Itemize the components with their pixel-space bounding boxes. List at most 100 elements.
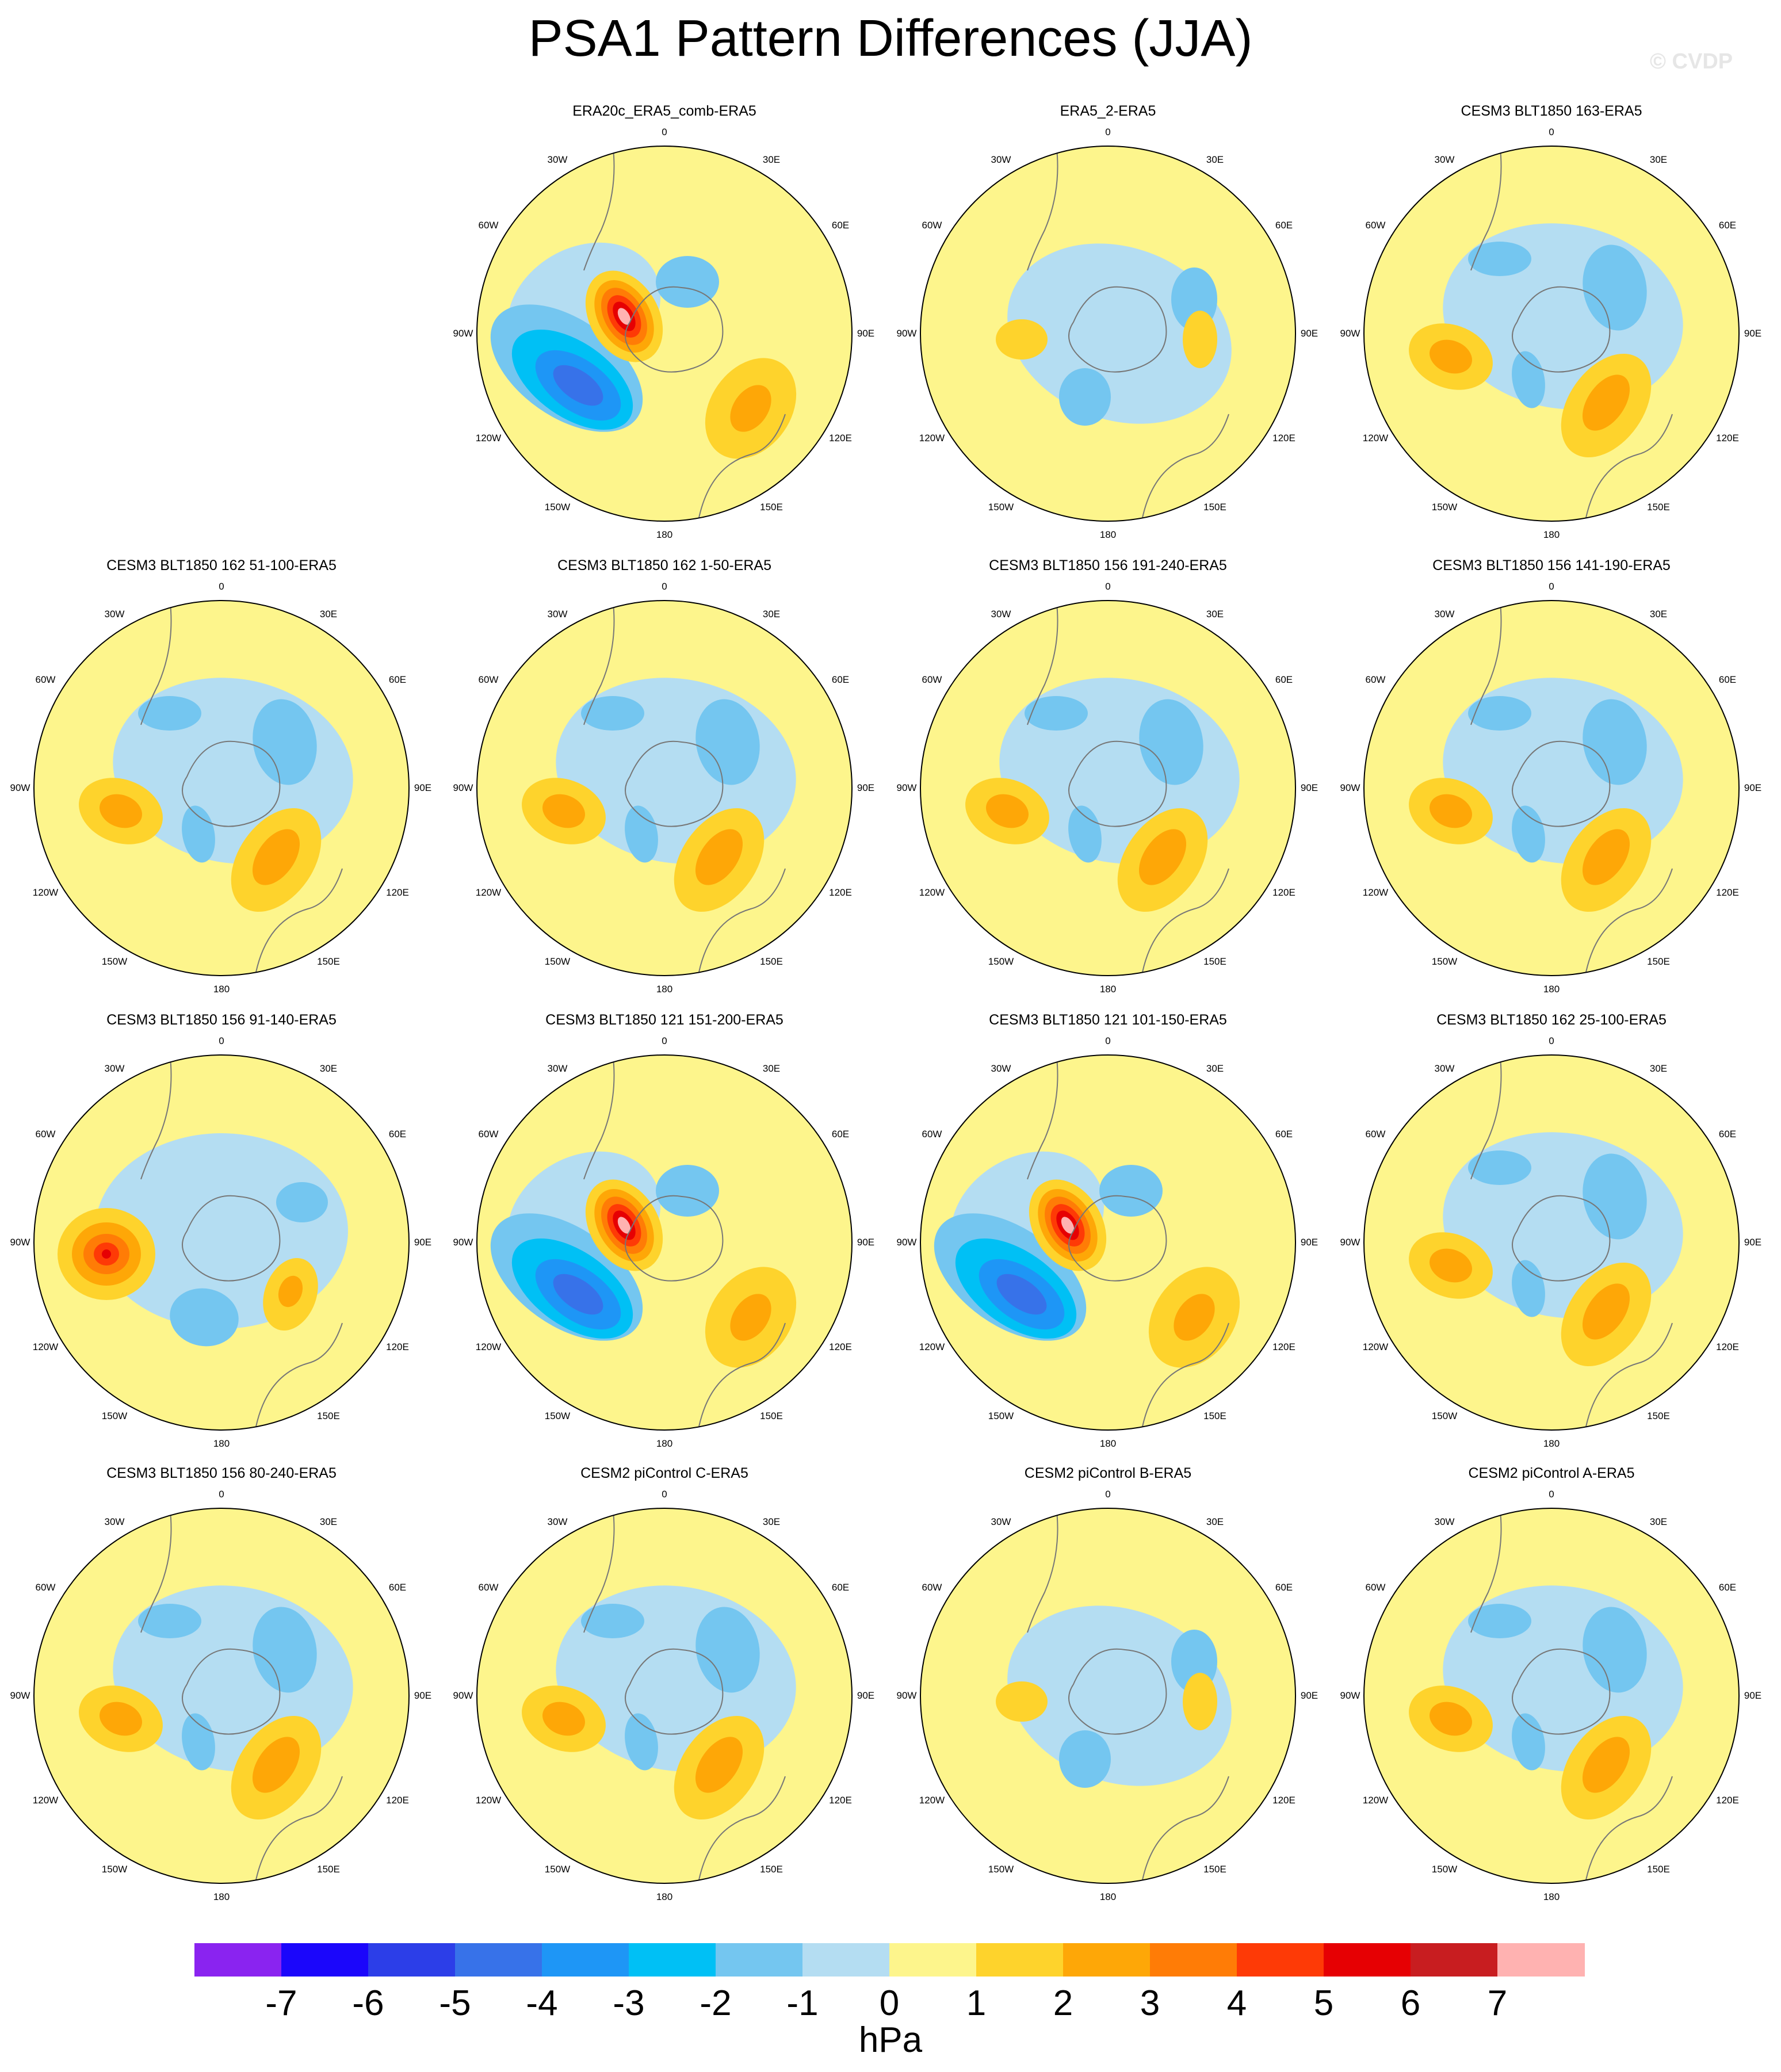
longitude-label: 90E: [1744, 328, 1762, 339]
map-panel: CESM2 piControl C-ERA5 0 30E 60E 90E 120E 150E…: [443, 1454, 886, 1909]
contour-region: [1430, 1702, 1472, 1736]
longitude-label: 150E: [760, 956, 783, 967]
longitude-label: 120W: [1362, 433, 1389, 444]
longitude-label: 0: [662, 581, 667, 592]
longitude-label: 150E: [317, 956, 340, 967]
longitude-label: 150E: [760, 502, 783, 513]
contour-region: [617, 308, 631, 325]
colorbar-tick-label: 4: [1226, 1983, 1247, 2023]
longitude-label: 150W: [101, 1410, 128, 1421]
colorbar-swatch: [976, 1943, 1064, 1977]
contour-region: [730, 385, 771, 432]
panel-title: CESM3 BLT1850 156 91-140-ERA5: [106, 1012, 337, 1028]
longitude-label: 120E: [829, 1341, 852, 1352]
map-panel: CESM3 BLT1850 162 1-50-ERA5 0 30E 60E 90E 120…: [443, 546, 886, 1001]
panel-title: ERA5_2-ERA5: [1060, 103, 1156, 119]
contour-region: [1138, 829, 1187, 885]
longitude-label: 60E: [1718, 1129, 1737, 1140]
polar-map: [1363, 1508, 1740, 1884]
longitude-label: 0: [662, 1489, 667, 1500]
south-america-coastline: [140, 601, 172, 725]
colorbar-tick-label: 1: [966, 1983, 987, 2023]
longitude-label: 30E: [762, 154, 781, 165]
longitude-label: 90W: [10, 782, 30, 793]
south-america-coastline: [140, 1508, 172, 1633]
contour-region: [1512, 1713, 1545, 1771]
longitude-label: 0: [1549, 1489, 1554, 1500]
colorbar-swatch: [889, 1943, 977, 1977]
colorbar-swatch: [629, 1943, 716, 1977]
longitude-label: 90W: [896, 1690, 917, 1701]
south-america-coastline: [1470, 601, 1502, 725]
longitude-label: 90W: [896, 328, 917, 339]
contour-region: [1468, 242, 1531, 276]
map-panel: CESM2 piControl A-ERA5 0 30E 60E 90E 120E 150E…: [1330, 1454, 1773, 1909]
longitude-label: 180: [1543, 529, 1560, 540]
colorbar-tick-label: -6: [352, 1983, 384, 2023]
antarctica-coastline: [1512, 1648, 1611, 1735]
map-border: [33, 1508, 410, 1884]
map-border: [1363, 146, 1740, 522]
longitude-label: 120E: [829, 433, 852, 444]
longitude-label: 90E: [1300, 1690, 1318, 1701]
colorbar-tick-label: -3: [613, 1983, 645, 2023]
longitude-label: 30E: [762, 609, 781, 620]
longitude-label: 90W: [896, 1237, 917, 1248]
longitude-label: 90E: [1744, 1237, 1762, 1248]
australia-coastline: [1142, 1776, 1229, 1880]
longitude-label: 60E: [388, 674, 407, 685]
australia-coastline: [1142, 1322, 1229, 1427]
south-america-coastline: [140, 1055, 172, 1180]
contour-region: [1059, 368, 1111, 426]
colorbar-tick-label: 3: [1140, 1983, 1160, 2023]
colorbar: [194, 1943, 1585, 1977]
colorbar-swatch: [1150, 1943, 1237, 1977]
colorbar-swatch: [1063, 1943, 1151, 1977]
longitude-label: 180: [213, 984, 230, 995]
longitude-label: 120E: [1716, 433, 1739, 444]
longitude-label: 90E: [414, 1237, 432, 1248]
colorbar-swatch: [802, 1943, 890, 1977]
polar-map: [920, 146, 1296, 522]
longitude-label: 120E: [386, 887, 409, 898]
contour-region: [581, 696, 644, 731]
longitude-label: 150W: [1431, 1864, 1458, 1875]
longitude-label: 90E: [857, 782, 875, 793]
longitude-label: 120E: [1272, 887, 1295, 898]
longitude-label: 30E: [1649, 154, 1668, 165]
contour-region: [1512, 1260, 1545, 1317]
longitude-label: 30E: [1649, 1063, 1668, 1074]
longitude-label: 60W: [478, 220, 499, 231]
polar-map: [33, 1508, 410, 1884]
contour-region: [542, 1702, 585, 1736]
map-panel: CESM3 BLT1850 156 191-240-ERA5 0 30E 60E 90E…: [886, 546, 1329, 1001]
longitude-label: 60E: [388, 1582, 407, 1593]
contour-region: [656, 256, 719, 308]
longitude-label: 90E: [1744, 1690, 1762, 1701]
map-panel: CESM3 BLT1850 121 151-200-ERA5 0 30E 60E 90E…: [443, 1001, 886, 1455]
longitude-label: 60E: [1275, 220, 1293, 231]
contour-region: [278, 1275, 303, 1308]
map-border: [33, 1054, 410, 1431]
south-america-coastline: [1470, 1055, 1502, 1180]
longitude-label: 120W: [1362, 1341, 1389, 1352]
longitude-label: 0: [219, 1489, 224, 1500]
longitude-label: 90E: [1300, 328, 1318, 339]
contour-region: [996, 1274, 1047, 1315]
antarctica-coastline: [182, 1648, 281, 1735]
longitude-label: 90W: [10, 1690, 30, 1701]
south-america-coastline: [1027, 1508, 1058, 1633]
contour-region: [138, 1604, 201, 1638]
longitude-label: 60E: [1718, 674, 1737, 685]
contour-region: [1430, 339, 1472, 374]
longitude-label: 180: [656, 1891, 673, 1902]
panel-title: CESM3 BLT1850 162 1-50-ERA5: [557, 557, 771, 574]
panel-title: CESM3 BLT1850 121 151-200-ERA5: [545, 1012, 784, 1028]
map-panel: CESM3 BLT1850 163-ERA5 0 30E 60E 90E 120E 150E…: [1330, 92, 1773, 546]
colorbar-tick-label: -1: [786, 1983, 819, 2023]
colorbar-swatch: [1411, 1943, 1498, 1977]
map-border: [920, 146, 1296, 522]
antarctica-coastline: [1512, 1195, 1611, 1282]
australia-coastline: [1585, 1776, 1673, 1880]
longitude-label: 180: [656, 1438, 673, 1449]
